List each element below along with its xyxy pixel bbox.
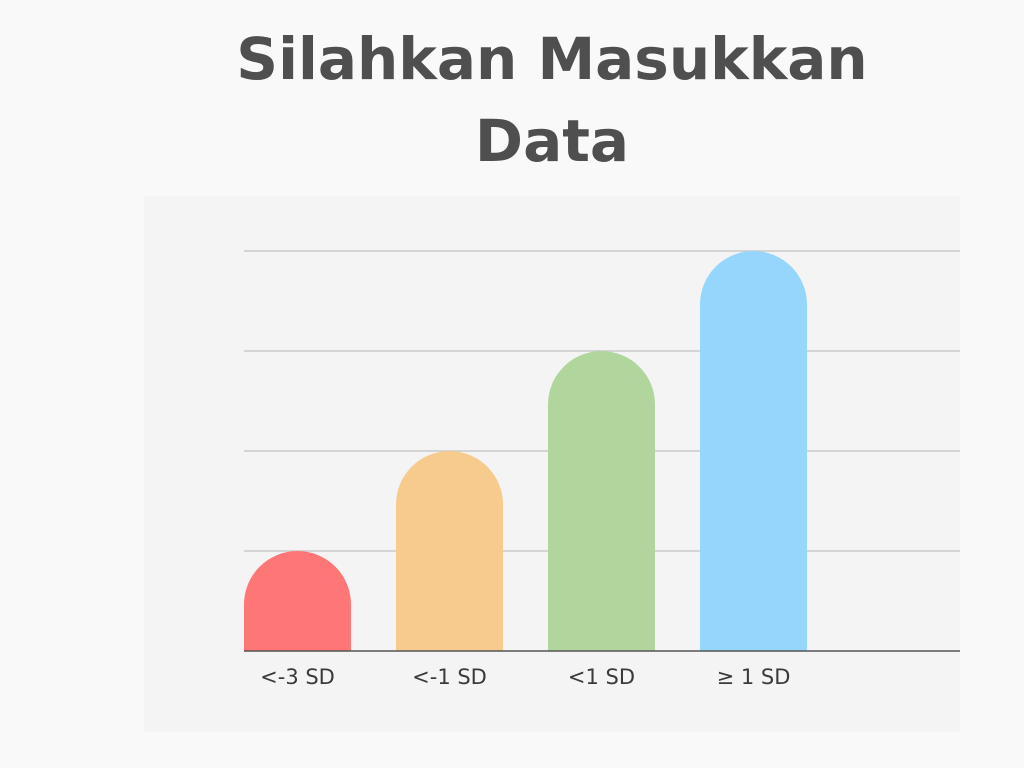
x-tick-label-2: <-1 SD — [412, 665, 487, 689]
x-tick-label-1: <-3 SD — [260, 665, 335, 689]
bar-chart: <-3 SD <-1 SD <1 SD ≥ 1 SD — [244, 250, 960, 689]
x-tick-labels: <-3 SD <-1 SD <1 SD ≥ 1 SD — [260, 665, 790, 689]
page-title: Silahkan Masukkan Data — [236, 25, 868, 175]
x-tick-label-3: <1 SD — [568, 665, 635, 689]
bar-4 — [700, 251, 807, 651]
chart-panel: <-3 SD <-1 SD <1 SD ≥ 1 SD — [144, 196, 960, 732]
bar-1 — [244, 551, 351, 651]
x-tick-label-4: ≥ 1 SD — [717, 665, 791, 689]
bar-2 — [396, 451, 503, 651]
bars — [244, 251, 807, 651]
bar-3 — [548, 351, 655, 651]
